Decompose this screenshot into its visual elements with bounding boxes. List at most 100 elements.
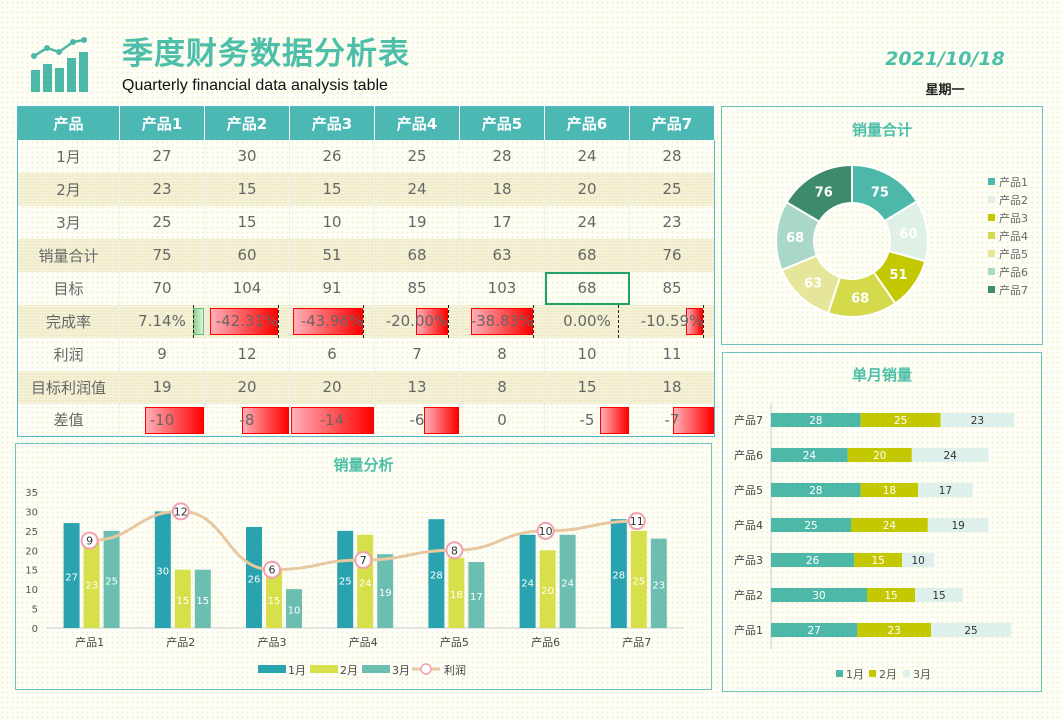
table-cell[interactable]: 19 [119, 370, 205, 404]
row-label[interactable]: 差值 [17, 403, 120, 437]
table-cell[interactable]: 18 [459, 172, 545, 206]
column-bar[interactable] [83, 538, 100, 628]
stacked-bar-segment[interactable] [860, 483, 919, 497]
stacked-bar-segment[interactable] [918, 483, 973, 497]
row-label[interactable]: 完成率 [17, 304, 120, 338]
column-bar[interactable] [428, 519, 445, 628]
column-bar[interactable] [377, 554, 394, 628]
table-cell[interactable]: 10 [289, 205, 375, 239]
row-label[interactable]: 1月 [17, 139, 120, 173]
column-header[interactable]: 产品 [17, 106, 120, 140]
stacked-bar-segment[interactable] [911, 448, 989, 462]
table-cell[interactable]: 11 [629, 337, 715, 371]
table-cell[interactable]: 9 [119, 337, 205, 371]
table-cell[interactable]: 19 [374, 205, 460, 239]
table-cell[interactable]: 8 [459, 337, 545, 371]
column-bar[interactable] [286, 589, 302, 628]
line-marker[interactable] [536, 521, 555, 540]
table-cell[interactable]: 28 [629, 139, 715, 173]
column-bar[interactable] [539, 550, 556, 628]
stacked-bar-panel[interactable]: 单月销量 产品1 27 23 25 产品2 30 15 15 产品3 26 15 10 产品4 25 24 1… [722, 352, 1042, 692]
table-cell[interactable]: -14 [289, 403, 375, 437]
stacked-bar-segment[interactable] [771, 448, 848, 462]
column-bar[interactable] [610, 519, 627, 628]
stacked-bar-segment[interactable] [902, 553, 935, 567]
line-marker[interactable] [354, 551, 373, 569]
line-marker[interactable] [80, 531, 99, 550]
table-cell[interactable]: 68 [374, 238, 460, 272]
table-cell[interactable]: 70 [119, 271, 205, 305]
table-cell[interactable]: 51 [289, 238, 375, 272]
table-cell[interactable]: 85 [374, 271, 460, 305]
table-cell[interactable]: 91 [289, 271, 375, 305]
column-header[interactable]: 产品2 [204, 106, 290, 140]
line-marker[interactable] [445, 541, 464, 560]
table-cell[interactable]: 63 [459, 238, 545, 272]
column-header[interactable]: 产品5 [459, 106, 545, 140]
table-cell[interactable]: 23 [119, 172, 205, 206]
table-cell[interactable]: 7.14% [119, 304, 205, 338]
table-cell[interactable]: -43.96% [289, 304, 375, 338]
donut-slice[interactable] [785, 163, 853, 223]
table-cell[interactable]: 13 [374, 370, 460, 404]
table-cell[interactable]: 6 [289, 337, 375, 371]
stacked-bar-segment[interactable] [847, 448, 912, 462]
table-cell[interactable]: 30 [204, 139, 290, 173]
donut-chart-panel[interactable]: 销量合计 75 产品1 60 产品2 51 产品3 68 产品4 63 产品5 68 产品6 76 产品7 [721, 106, 1043, 345]
table-cell[interactable]: 7 [374, 337, 460, 371]
table-cell[interactable]: 17 [459, 205, 545, 239]
stacked-bar-segment[interactable] [771, 483, 861, 497]
stacked-bar-segment[interactable] [854, 553, 903, 567]
table-cell[interactable]: 76 [629, 238, 715, 272]
column-bar[interactable] [174, 569, 191, 628]
column-header[interactable]: 产品3 [289, 106, 375, 140]
table-cell[interactable]: -10 [119, 403, 205, 437]
column-bar[interactable] [468, 561, 485, 628]
column-header[interactable]: 产品1 [119, 106, 205, 140]
row-label[interactable]: 目标 [17, 271, 120, 305]
table-cell[interactable]: -5 [544, 403, 630, 437]
row-label[interactable]: 2月 [17, 172, 120, 206]
stacked-bar-segment[interactable] [771, 553, 855, 567]
table-cell[interactable]: -38.83% [459, 304, 545, 338]
row-label[interactable]: 销量合计 [17, 238, 120, 272]
table-cell[interactable]: 20 [289, 370, 375, 404]
table-cell[interactable]: 15 [204, 205, 290, 239]
table-cell[interactable]: 20 [204, 370, 290, 404]
table-cell[interactable]: 10 [544, 337, 630, 371]
row-label[interactable]: 目标利润值 [17, 370, 120, 404]
stacked-bar-segment[interactable] [771, 623, 858, 637]
table-cell[interactable]: 18 [629, 370, 715, 404]
stacked-bar-segment[interactable] [927, 518, 989, 532]
stacked-bar-segment[interactable] [771, 518, 851, 532]
table-cell[interactable]: 75 [119, 238, 205, 272]
table-cell[interactable]: 24 [374, 172, 460, 206]
table-cell[interactable]: 0.00% [544, 304, 630, 338]
column-bar[interactable] [650, 538, 667, 628]
column-bar[interactable] [266, 569, 282, 628]
table-cell[interactable]: 68 [544, 271, 630, 305]
table-cell[interactable]: 12 [204, 337, 290, 371]
column-bar[interactable] [63, 523, 80, 628]
table-cell[interactable]: 27 [119, 139, 205, 173]
stacked-bar-segment[interactable] [851, 518, 928, 532]
stacked-bar-segment[interactable] [915, 588, 963, 602]
table-cell[interactable]: 60 [204, 238, 290, 272]
table-cell[interactable]: 20 [544, 172, 630, 206]
stacked-bar-segment[interactable] [867, 588, 915, 602]
table-cell[interactable]: 26 [289, 139, 375, 173]
row-label[interactable]: 利润 [17, 337, 120, 371]
table-cell[interactable]: 25 [374, 139, 460, 173]
line-marker[interactable] [171, 502, 190, 521]
table-cell[interactable]: -8 [204, 403, 290, 437]
table-cell[interactable]: 23 [629, 205, 715, 239]
column-bar[interactable] [246, 526, 262, 628]
column-header[interactable]: 产品6 [544, 106, 630, 140]
combo-chart-panel[interactable]: 销量分析 0 5 10 15 20 25 30 35 27 23 25 产品1 30 15 15 产品2 26 1… [15, 443, 712, 690]
stacked-bar-segment[interactable] [931, 623, 1011, 637]
column-header[interactable]: 产品7 [629, 106, 715, 140]
table-cell[interactable]: 24 [544, 139, 630, 173]
stacked-bar-segment[interactable] [940, 413, 1015, 427]
column-bar[interactable] [154, 511, 171, 628]
column-bar[interactable] [194, 569, 211, 628]
